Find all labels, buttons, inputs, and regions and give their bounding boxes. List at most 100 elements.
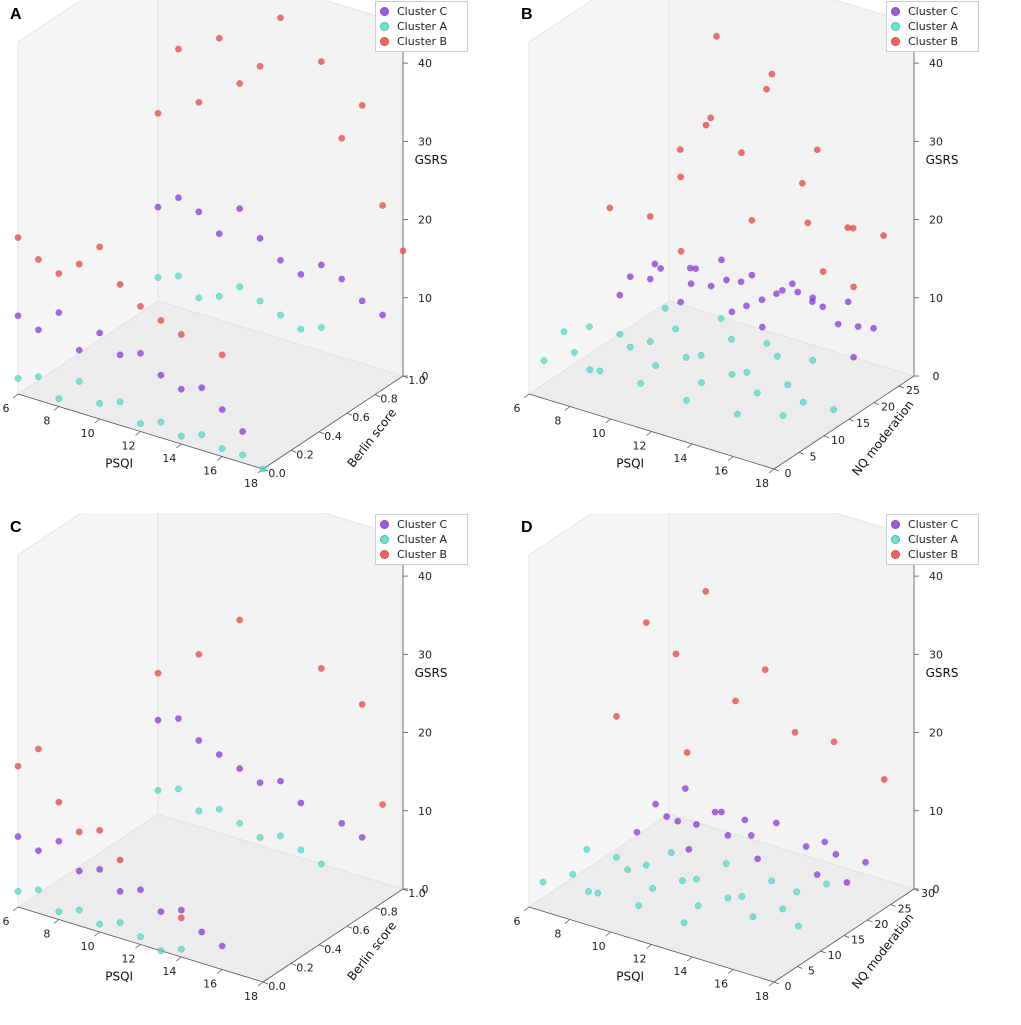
x-tick [94, 931, 100, 937]
data-point-cluster-c [741, 816, 749, 824]
data-point-cluster-b [358, 701, 366, 708]
z-tick-label: 30 [929, 135, 943, 148]
x-tick-label: 8 [554, 928, 561, 941]
data-point-cluster-a [830, 406, 837, 414]
y-tick [346, 412, 353, 416]
back-left-pane [528, 513, 670, 908]
data-point-cluster-c [297, 799, 305, 807]
data-point-cluster-a [569, 870, 577, 878]
x-tick-label: 8 [43, 415, 50, 428]
y-tick-label: 25 [898, 903, 912, 916]
z-axis-label: GSRS [415, 153, 448, 167]
data-point-cluster-c [758, 296, 766, 304]
data-point-cluster-b [195, 98, 203, 106]
data-point-cluster-b [236, 616, 244, 624]
x-tick [564, 406, 571, 411]
data-point-cluster-a [749, 913, 757, 921]
data-point-cluster-a [823, 880, 830, 888]
data-point-cluster-c [718, 808, 725, 816]
data-point-cluster-a [177, 945, 185, 953]
legend-marker [380, 37, 389, 46]
data-point-cluster-c [657, 265, 665, 272]
data-point-cluster-a [779, 412, 787, 419]
data-point-cluster-b [215, 34, 223, 42]
data-point-cluster-a [682, 354, 690, 361]
data-point-cluster-b [338, 134, 346, 142]
x-axis-label: PSQI [105, 969, 133, 983]
data-point-cluster-a [596, 367, 604, 375]
z-tick-label: 40 [929, 57, 943, 70]
data-point-cluster-b [702, 588, 710, 595]
y-tick [820, 950, 826, 954]
data-point-cluster-c [35, 326, 42, 334]
data-point-cluster-c [862, 858, 869, 866]
data-point-cluster-c [843, 879, 851, 886]
data-point-cluster-c [137, 349, 144, 357]
data-point-cluster-c [692, 265, 700, 273]
data-point-cluster-a [236, 283, 244, 291]
x-tick [216, 969, 223, 974]
data-point-cluster-a [738, 893, 746, 900]
data-point-cluster-c [681, 785, 689, 792]
data-point-cluster-a [75, 378, 83, 385]
data-point-cluster-b [713, 32, 720, 40]
legend-label: Cluster B [908, 35, 959, 48]
data-point-cluster-a [55, 908, 63, 916]
data-point-cluster-a [694, 902, 702, 910]
y-tick [890, 904, 896, 907]
data-point-cluster-b [732, 697, 739, 705]
legend-label: Cluster C [397, 5, 448, 18]
data-point-cluster-a [14, 887, 22, 895]
data-point-cluster-a [680, 919, 688, 927]
data-point-cluster-c [96, 329, 104, 337]
data-point-cluster-a [560, 328, 568, 336]
data-point-cluster-a [297, 325, 305, 333]
x-tick [687, 956, 693, 962]
data-point-cluster-c [215, 230, 223, 238]
z-tick-label: 30 [418, 135, 432, 148]
data-point-cluster-a [239, 451, 246, 459]
data-point-cluster-c [788, 280, 796, 288]
x-tick-label: 12 [633, 953, 647, 966]
data-point-cluster-b [880, 232, 887, 239]
data-point-cluster-c [358, 297, 366, 305]
x-tick-label: 14 [673, 452, 687, 465]
back-left-pane [528, 0, 670, 395]
legend-label: Cluster C [397, 518, 448, 531]
legend-entry: Cluster C [380, 4, 464, 19]
data-point-cluster-a [646, 338, 654, 346]
x-tick [646, 431, 652, 436]
data-point-cluster-a [96, 399, 104, 407]
data-point-cluster-c [14, 833, 22, 840]
panel-label: A [10, 6, 22, 23]
x-tick [564, 919, 571, 924]
y-tick-label: 0.4 [324, 943, 342, 956]
data-point-cluster-a [277, 311, 284, 319]
data-point-cluster-c [157, 908, 165, 916]
data-point-cluster-c [277, 777, 284, 785]
data-point-cluster-b [702, 121, 710, 129]
data-point-cluster-a [649, 885, 657, 892]
y-tick [773, 468, 780, 472]
data-point-cluster-c [821, 838, 829, 846]
back-left-pane [17, 0, 159, 395]
legend-label: Cluster A [397, 20, 448, 33]
x-axis-label: PSQI [105, 456, 133, 470]
data-point-cluster-a [137, 933, 144, 941]
y-tick-label: 20 [881, 401, 895, 414]
data-point-cluster-a [697, 351, 705, 359]
data-point-cluster-c [870, 324, 877, 332]
legend-entry: Cluster A [891, 532, 975, 547]
y-tick [898, 385, 905, 389]
data-point-cluster-c [215, 751, 223, 758]
legend-entry: Cluster A [380, 532, 464, 547]
data-point-cluster-a [215, 805, 223, 813]
x-tick-label: 10 [81, 427, 95, 440]
data-point-cluster-a [667, 849, 675, 856]
y-tick-label: 15 [856, 417, 870, 430]
z-tick-label: 20 [418, 727, 432, 740]
data-point-cluster-c [14, 312, 22, 320]
data-point-cluster-c [728, 308, 736, 316]
data-point-cluster-c [850, 353, 857, 361]
